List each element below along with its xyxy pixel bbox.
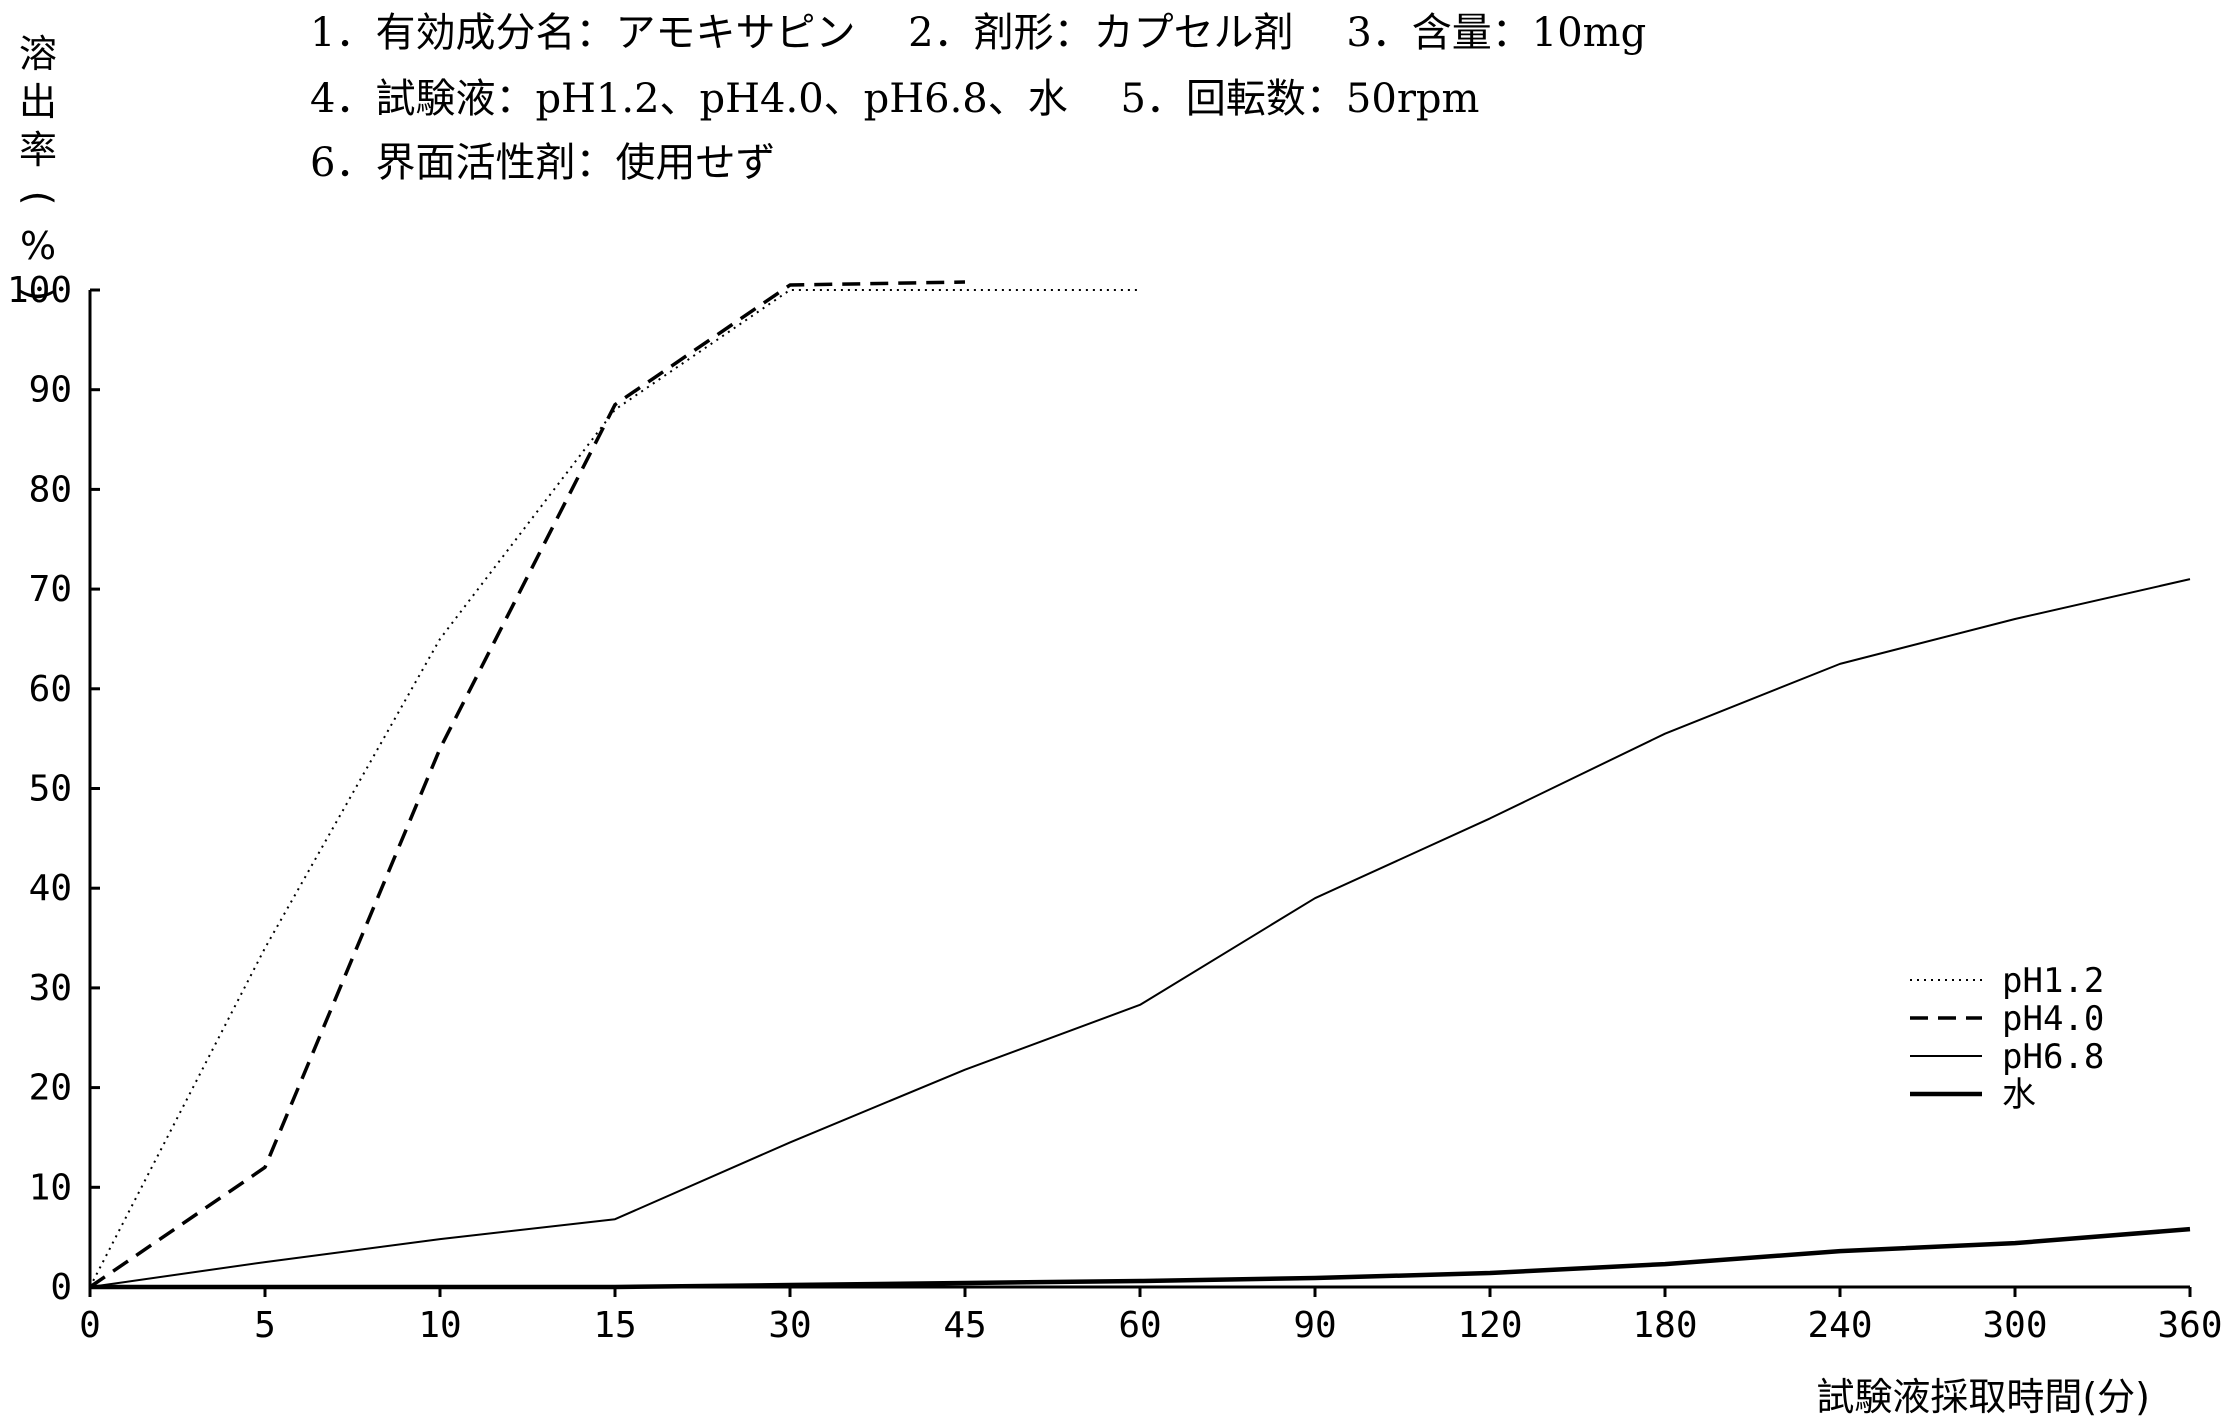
x-tick-label: 10 [418, 1305, 461, 1346]
series-line-2 [89, 280, 966, 1289]
legend-label-2: pH4.0 [2002, 999, 2104, 1039]
chart-series [89, 280, 2191, 1290]
y-tick-label: 10 [29, 1167, 72, 1208]
y-tick-label: 20 [29, 1068, 72, 1109]
y-tick-label: 30 [29, 968, 72, 1009]
series-line-4 [90, 1226, 2191, 1290]
y-tick-label: 80 [29, 469, 72, 510]
x-tick-label: 5 [254, 1305, 276, 1346]
chart-axes [88, 290, 2190, 1289]
y-tick-label: 60 [29, 669, 72, 710]
x-tick-label: 60 [1118, 1305, 1161, 1346]
y-tick-label: 100 [7, 270, 72, 311]
x-tick-label: 45 [943, 1305, 986, 1346]
y-tick-label: 0 [50, 1267, 72, 1308]
x-tick-label: 30 [768, 1305, 811, 1346]
x-tick-label: 0 [79, 1305, 101, 1346]
x-axis-ticks: 0 5 10 15 30 45 60 90 120 180 240 300 360 [79, 1287, 2223, 1346]
x-axis-title: 試験液採取時間(分) [1816, 1375, 2150, 1417]
y-axis-label-char-1: 溶 [18, 32, 57, 76]
legend-label-4: 水 [2002, 1075, 2036, 1115]
x-tick-label: 180 [1632, 1305, 1697, 1346]
y-axis-label: 溶 出 率 ( % ) [14, 30, 62, 318]
header-line-3: 6．界面活性剤：使用せず [310, 140, 776, 186]
legend-label-3: pH6.8 [2002, 1037, 2104, 1077]
y-axis-label-unit: % [19, 224, 57, 268]
series-line-3 [89, 578, 2191, 1288]
x-tick-label: 120 [1457, 1305, 1522, 1346]
x-tick-label: 15 [593, 1305, 636, 1346]
y-tick-label: 40 [29, 868, 72, 909]
header-line-2: 4．試験液：pH1.2、pH4.0、pH6.8、水 5．回転数：50rpm [310, 76, 1480, 122]
x-tick-label: 360 [2157, 1305, 2222, 1346]
x-tick-label: 300 [1982, 1305, 2047, 1346]
series-line-1 [89, 289, 1140, 1288]
x-tick-label: 90 [1293, 1305, 1336, 1346]
y-tick-label: 50 [29, 769, 72, 810]
header-line-1: 1．有効成分名：アモキサピン 2．剤形：カプセル剤 3．含量：10mg [310, 10, 1647, 56]
y-tick-label: 90 [29, 370, 72, 411]
y-axis-label-char-2: 出 [18, 80, 57, 124]
y-axis-label-char-3: 率 [18, 128, 57, 172]
legend-label-1: pH1.2 [2002, 961, 2104, 1001]
y-tick-label: 70 [29, 569, 72, 610]
x-tick-label: 240 [1807, 1305, 1872, 1346]
y-axis-ticks: 0 10 20 30 40 50 60 70 80 90 100 [7, 270, 100, 1308]
